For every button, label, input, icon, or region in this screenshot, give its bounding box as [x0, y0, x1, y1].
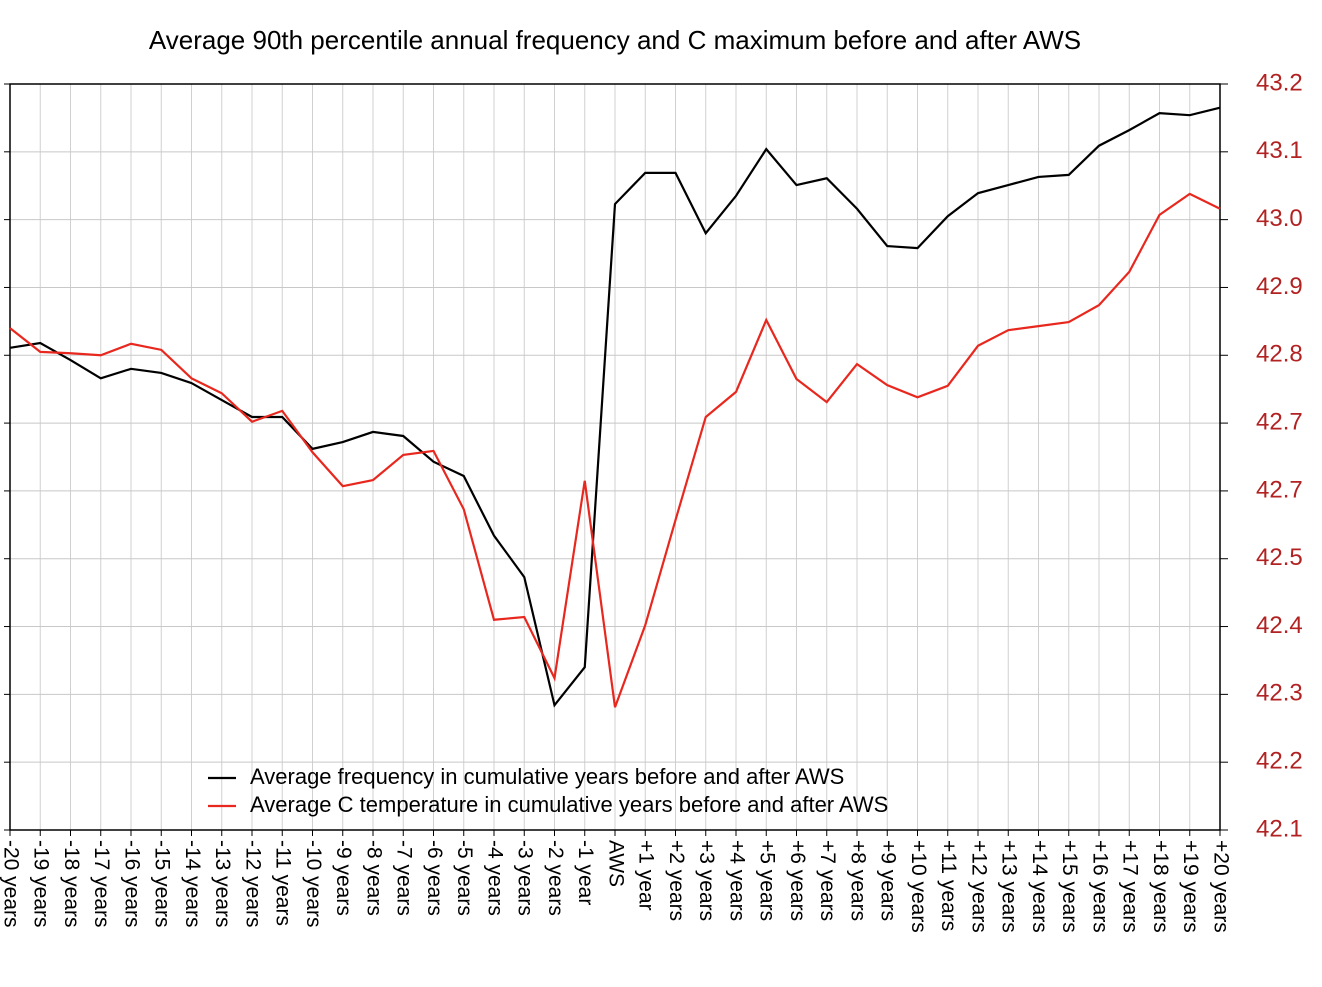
- x-tick-label: +6 years: [786, 840, 809, 921]
- x-tick-label: -7 years: [393, 840, 416, 916]
- x-tick-label: -10 years: [302, 840, 325, 928]
- x-tick-label: -13 years: [211, 840, 234, 928]
- x-tick-label: AWS: [604, 840, 627, 887]
- x-tick-label: -19 years: [30, 840, 53, 928]
- y-tick-label: 42.3: [1256, 680, 1303, 707]
- x-tick-label: -6 years: [423, 840, 446, 916]
- x-tick-label: +16 years: [1088, 840, 1111, 933]
- x-tick-label: +17 years: [1119, 840, 1142, 933]
- y-tick-label: 43.1: [1256, 137, 1303, 164]
- x-tick-label: -15 years: [151, 840, 174, 928]
- y-tick-label: 42.4: [1256, 612, 1303, 639]
- x-tick-label: +12 years: [967, 840, 990, 933]
- x-tick-label: -1 year: [574, 840, 597, 905]
- x-tick-label: +15 years: [1058, 840, 1081, 933]
- y-tick-label: 42.7: [1256, 408, 1303, 435]
- x-tick-label: -17 years: [90, 840, 113, 928]
- x-tick-label: +11 years: [937, 840, 960, 931]
- x-tick-label: -3 years: [514, 840, 537, 916]
- x-tick-label: +14 years: [1028, 840, 1051, 933]
- x-tick-label: -20 years: [0, 840, 22, 928]
- y-tick-label: 42.5: [1256, 544, 1303, 571]
- x-tick-label: -12 years: [241, 840, 264, 928]
- y-tick-label: 42.8: [1256, 341, 1303, 368]
- y-tick-label: 43.2: [1256, 69, 1303, 96]
- x-tick-label: -8 years: [362, 840, 385, 916]
- x-tick-label: -4 years: [483, 840, 506, 916]
- x-tick-label: +8 years: [846, 840, 869, 921]
- x-tick-label: +7 years: [816, 840, 839, 921]
- line-series: [9, 106, 1221, 708]
- x-tick-label: +3 years: [695, 840, 718, 921]
- y-tick-label: 42.7: [1256, 476, 1303, 503]
- y-tick-label: 42.1: [1256, 815, 1303, 842]
- y-tick-label: 42.2: [1256, 748, 1303, 775]
- x-tick-label: +20 years: [1209, 840, 1232, 933]
- x-tick-label: +19 years: [1179, 840, 1202, 933]
- x-tick-label: -5 years: [453, 840, 476, 916]
- x-tick-label: -18 years: [60, 840, 83, 928]
- chart-title: Average 90th percentile annual frequency…: [149, 25, 1081, 55]
- x-tick-label: -16 years: [120, 840, 143, 928]
- x-tick-label: -2 years: [544, 840, 567, 916]
- legend-label: Average frequency in cumulative years be…: [250, 764, 844, 789]
- x-tick-label: +9 years: [877, 840, 900, 921]
- x-tick-label: +18 years: [1149, 840, 1172, 933]
- x-tick-label: +10 years: [907, 840, 930, 933]
- plot-frame: [9, 83, 1221, 831]
- x-tick-label: +1 year: [635, 840, 658, 911]
- y-tick-label: 42.9: [1256, 273, 1303, 300]
- legend-label: Average C temperature in cumulative year…: [250, 792, 888, 817]
- x-tick-label: -14 years: [181, 840, 204, 928]
- x-tick-label: -9 years: [332, 840, 355, 916]
- x-tick-label: +2 years: [665, 840, 688, 921]
- x-tick-label: -11 years: [272, 840, 295, 926]
- x-tick-label: +5 years: [756, 840, 779, 921]
- y-tick-label: 43.0: [1256, 205, 1303, 232]
- x-tick-label: +4 years: [725, 840, 748, 921]
- line-series: [9, 192, 1221, 708]
- x-tick-label: +13 years: [998, 840, 1021, 933]
